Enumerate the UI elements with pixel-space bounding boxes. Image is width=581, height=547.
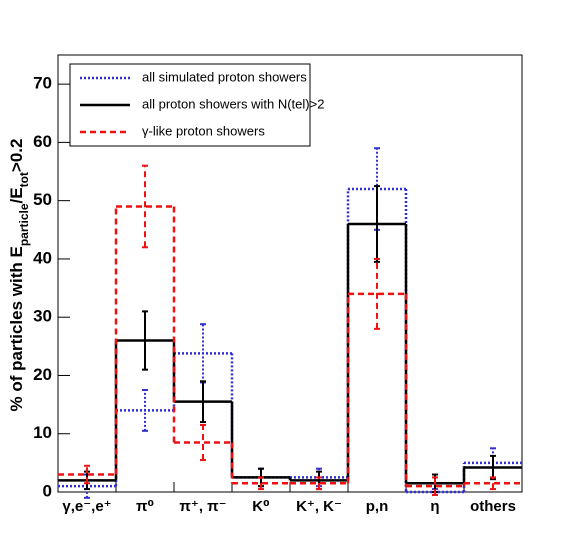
- x-tick-label: γ,e⁻,e⁺: [62, 498, 111, 515]
- y-tick-label: 70: [33, 74, 52, 93]
- x-tick-label: π⁰: [136, 498, 154, 515]
- y-tick-label: 50: [33, 190, 52, 209]
- x-tick-label: others: [470, 498, 516, 515]
- series: [58, 147, 522, 499]
- y-axis-label: % of particles with Eparticle/Etot>0.2: [7, 139, 31, 412]
- x-tick-label: K⁺, K⁻: [296, 498, 342, 515]
- y-label-part: particle: [17, 203, 31, 246]
- y-label-part: % of particles with E: [7, 246, 26, 411]
- y-tick-label: 20: [33, 365, 52, 384]
- series: [58, 164, 522, 496]
- legend-label: all simulated proton showers: [142, 69, 307, 84]
- x-tick-label: π⁺, π⁻: [179, 498, 226, 515]
- y-tick-label: 40: [33, 248, 52, 267]
- y-label-part: /E: [7, 187, 26, 203]
- y-label-part: tot: [17, 172, 31, 187]
- y-tick-label: 10: [33, 423, 52, 442]
- y-tick-label: 30: [33, 307, 52, 326]
- x-tick-label: K⁰: [252, 498, 269, 515]
- legend-label: all proton showers with N(tel)>2: [142, 96, 324, 111]
- y-tick-label: 0: [43, 481, 52, 500]
- x-tick-label: η: [430, 498, 439, 515]
- y-tick-label: 60: [33, 132, 52, 151]
- series: [58, 185, 522, 493]
- x-tick-label: p,n: [366, 498, 389, 515]
- y-label-part: >0.2: [7, 139, 26, 173]
- legend-label: γ-like proton showers: [142, 123, 265, 138]
